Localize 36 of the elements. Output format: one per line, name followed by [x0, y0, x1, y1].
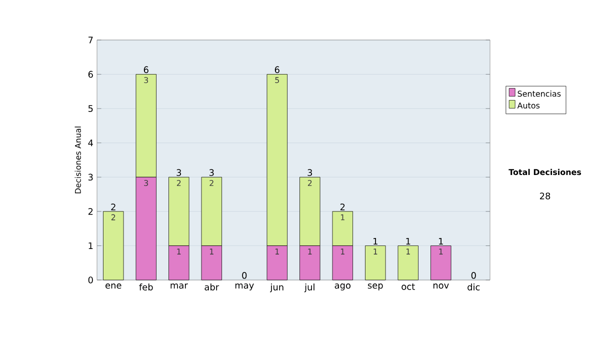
total-label: 1 [406, 238, 410, 245]
x-tick-label: mar [170, 284, 188, 289]
total-label: 3 [176, 169, 182, 176]
x-tick-label: feb [139, 284, 153, 290]
total-label: 1 [439, 238, 443, 245]
x-tick-label: sep [368, 284, 383, 290]
x-tick-label: abr [204, 284, 220, 290]
y-tick-label: 7 [88, 36, 93, 44]
total-label: 0 [471, 272, 476, 279]
x-tick-label: nov [433, 284, 449, 289]
total-label: 0 [242, 272, 247, 279]
total-label: 6 [144, 66, 148, 74]
text: 28 [540, 192, 550, 200]
y-tick-label: 2 [88, 208, 93, 215]
x-tick-label: ago [334, 284, 350, 290]
bar [365, 246, 386, 280]
y-tick-label: 5 [88, 105, 93, 112]
total-label: 2 [340, 204, 345, 210]
x-tick-label: jul [304, 284, 314, 292]
y-tick-label: 4 [88, 140, 93, 146]
x-tick-label: jun [270, 284, 284, 292]
total-label: 1 [374, 238, 378, 245]
x-tick-label: oct [402, 284, 415, 290]
y-tick-label: 3 [88, 174, 93, 181]
x-tick-label: dic [468, 284, 480, 290]
x-tick-label: may [235, 284, 254, 290]
x-tick-label: ene [106, 284, 122, 289]
bar [398, 246, 418, 280]
total-label: 2 [111, 204, 116, 210]
total-label: 3 [209, 169, 214, 176]
total-label: 6 [274, 66, 280, 74]
y-tick-label: 1 [88, 242, 93, 249]
y-tick-label: 6 [88, 70, 93, 78]
bar [430, 246, 452, 280]
y-tick-label: 0 [88, 276, 93, 284]
total-label: 3 [308, 169, 312, 176]
